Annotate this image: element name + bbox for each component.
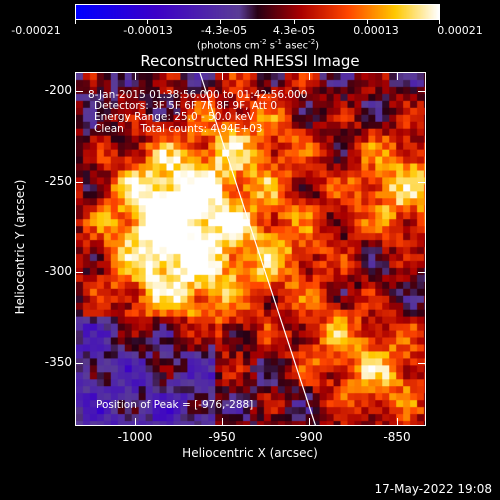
plot-title: Reconstructed RHESSI Image (140, 52, 360, 70)
colorbar-label: -0.00021 (11, 24, 61, 37)
rhessi-image (76, 73, 425, 425)
image-frame: 8-Jan-2015 01:38:56.000 to 01:42:56.000 … (75, 72, 426, 426)
colorbar-label: 0.00021 (437, 24, 483, 37)
time-range-text: 8-Jan-2015 01:38:56.000 to 01:42:56.000 (88, 89, 308, 101)
y-tick-label: -300 (44, 264, 72, 278)
peak-position-text: Position of Peak = [-976,-288] (96, 399, 254, 411)
colorbar-label: -4.3e-05 (200, 24, 248, 37)
y-axis-title: Heliocentric Y (arcsec) (13, 179, 27, 315)
timestamp: 17-May-2022 19:08 (374, 482, 492, 496)
colorbar-unit: (photons cm-2 s-1 asec-2) (196, 38, 320, 52)
y-tick-label: -250 (44, 174, 72, 188)
x-tick-label: -950 (208, 430, 236, 444)
x-axis-title: Heliocentric X (arcsec) (182, 446, 318, 460)
limb-line (199, 73, 316, 425)
y-tick-label: -350 (44, 355, 72, 369)
x-tick-label: -900 (295, 430, 323, 444)
detectors-text: Detectors: 3F 5F 6F 7F 8F 9F, Att 0 (94, 100, 278, 112)
colorbar-label: 4.3e-05 (272, 24, 316, 37)
x-tick-label: -850 (383, 430, 411, 444)
x-tick-label: -1000 (117, 430, 153, 444)
colorbar-label: -0.00013 (123, 24, 173, 37)
colorbar-label: 0.00013 (353, 24, 399, 37)
energy-range-text: Energy Range: 25.0 - 50.0 keV (94, 111, 255, 123)
colorbar (75, 4, 440, 20)
clean-counts-text: Clean Total counts: 4.94E+03 (94, 123, 263, 135)
y-tick-label: -200 (44, 83, 72, 97)
